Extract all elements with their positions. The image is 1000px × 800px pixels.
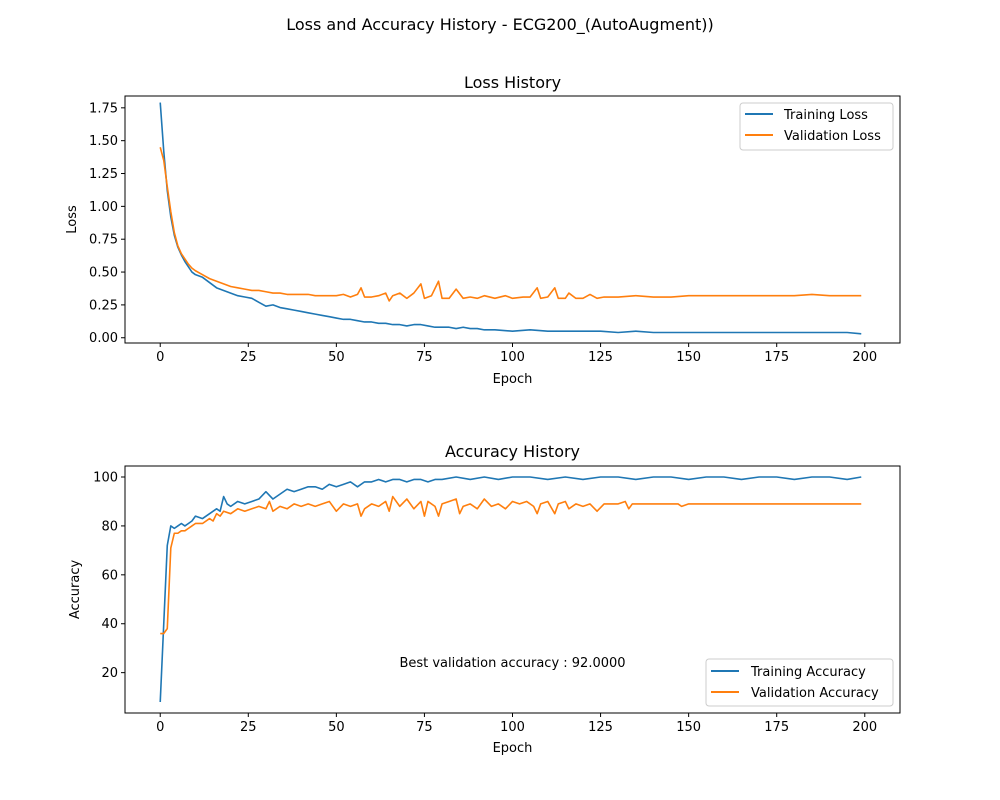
accuracy-x-tick-label: 50	[328, 720, 345, 735]
loss-x-tick-label: 100	[500, 350, 525, 365]
accuracy-x-tick-label: 100	[500, 720, 525, 735]
accuracy-legend-label-training: Training Accuracy	[750, 665, 866, 680]
accuracy-x-tick-label: 200	[852, 720, 877, 735]
accuracy-x-tick-label: 0	[156, 720, 164, 735]
loss-legend-box	[739, 102, 894, 151]
loss-legend: Training Loss Validation Loss	[739, 102, 894, 151]
loss-legend-label-validation: Validation Loss	[784, 129, 881, 144]
loss-x-tick-label: 0	[156, 350, 164, 365]
loss-x-tick-label: 125	[588, 350, 613, 365]
loss-chart-title: Loss History	[464, 73, 561, 92]
accuracy-legend: Training Accuracy Validation Accuracy	[705, 658, 894, 707]
loss-x-tick-label: 175	[764, 350, 789, 365]
loss-series-validation-line	[159, 147, 862, 302]
accuracy-legend-box	[705, 658, 894, 707]
loss-x-tick-label: 25	[240, 350, 257, 365]
loss-chart: Loss History 0 25 50 75 100 125 150 175 2000.000…	[65, 73, 901, 387]
accuracy-y-axis-label: Accuracy	[68, 560, 83, 620]
loss-x-axis-label: Epoch	[493, 372, 533, 387]
loss-y-tick-label: 1.25	[89, 167, 118, 182]
loss-y-tick-label: 0.25	[89, 298, 118, 313]
loss-y-tick-label: 1.00	[89, 200, 118, 215]
loss-x-tick-label: 200	[852, 350, 877, 365]
loss-x-tick-label: 50	[328, 350, 345, 365]
loss-legend-label-training: Training Loss	[783, 108, 868, 123]
accuracy-series-validation-line	[160, 495, 862, 635]
accuracy-series-training-line	[159, 476, 862, 703]
accuracy-y-tick-label: 100	[93, 471, 118, 486]
accuracy-y-tick-label: 20	[101, 666, 118, 681]
accuracy-y-tick-label: 80	[101, 519, 118, 534]
accuracy-x-axis-label: Epoch	[493, 741, 533, 756]
best-accuracy-annotation: Best validation accuracy : 92.0000	[399, 656, 625, 671]
accuracy-chart: Accuracy History 0 25 50 75 100 125 150 175 200 2…	[68, 442, 901, 756]
loss-x-tick-label: 150	[676, 350, 701, 365]
accuracy-y-tick-label: 40	[101, 617, 118, 632]
loss-series-training-line	[159, 102, 862, 335]
accuracy-legend-label-validation: Validation Accuracy	[751, 686, 879, 701]
accuracy-x-tick-label: 150	[676, 720, 701, 735]
loss-plot-area: 0 25 50 75 100 125 150 175 200 0.00 0.25 0.50 0.75 1.…	[89, 101, 877, 365]
loss-y-axis-label: Loss	[65, 205, 80, 234]
loss-y-tick-label: 0.75	[89, 233, 118, 248]
accuracy-x-tick-label: 125	[588, 720, 613, 735]
accuracy-y-tick-label: 60	[101, 568, 118, 583]
loss-y-tick-label: 1.50	[89, 134, 118, 149]
loss-y-tick-label: 0.50	[89, 266, 118, 281]
loss-y-tick-label: 0.00	[89, 331, 118, 346]
loss-y-tick-label: 1.75	[89, 101, 118, 116]
accuracy-chart-title: Accuracy History	[445, 442, 580, 461]
accuracy-x-tick-label: 175	[764, 720, 789, 735]
accuracy-x-tick-label: 25	[240, 720, 257, 735]
loss-axes-frame	[124, 95, 901, 344]
accuracy-plot-area: 0 25 50 75 100 125 150 175 200 20 40 60 80 100	[93, 471, 877, 735]
accuracy-x-tick-label: 75	[416, 720, 433, 735]
accuracy-axes-frame	[124, 465, 901, 714]
loss-x-tick-label: 75	[416, 350, 433, 365]
figure-suptitle: Loss and Accuracy History - ECG200_(Auto…	[286, 15, 714, 35]
